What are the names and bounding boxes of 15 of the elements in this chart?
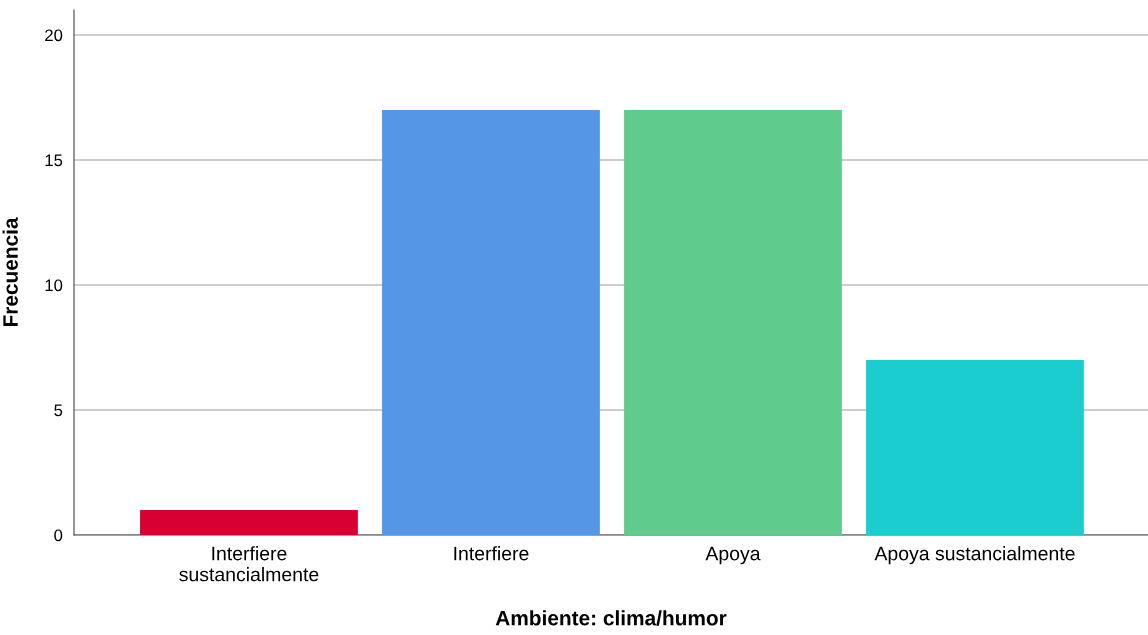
x-tick-label: Apoya sustancialmente	[874, 546, 1075, 565]
bar	[382, 110, 600, 535]
x-tick-label: Interfiere	[454, 546, 529, 561]
y-tick-label: 0	[54, 529, 63, 542]
bar	[866, 360, 1084, 535]
x-axis-title: Ambiente: clima/humor	[495, 610, 727, 626]
y-tick-label: 10	[45, 279, 63, 292]
x-tick-label: Interfiere sustancialmente	[179, 546, 319, 582]
y-tick-label: 5	[54, 404, 63, 417]
x-tick-label: Apoya	[705, 546, 761, 565]
y-axis-title: Frecuencia	[2, 217, 18, 327]
y-tick-label: 20	[45, 29, 63, 42]
bar	[140, 510, 358, 535]
y-tick-label: 15	[45, 154, 63, 167]
bar	[624, 110, 842, 535]
